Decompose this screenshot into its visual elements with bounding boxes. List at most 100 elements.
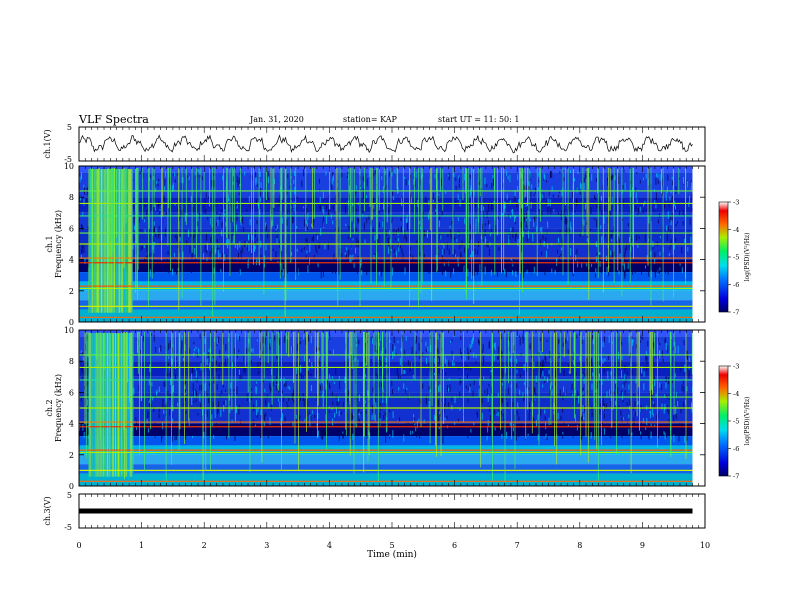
spectrogram-texel xyxy=(194,248,196,255)
spectrogram-texel xyxy=(400,245,401,249)
spectrogram-texel xyxy=(227,357,229,362)
spectrogram-texel xyxy=(533,266,535,274)
spectrogram-texel xyxy=(225,254,227,260)
spectrogram-texel xyxy=(87,399,88,406)
spectrogram-texel xyxy=(147,412,149,419)
spectrogram-texel xyxy=(373,170,375,177)
spectrogram-texel xyxy=(654,424,655,427)
spectrogram-texel xyxy=(412,430,414,434)
burst-streak xyxy=(107,333,108,477)
spectrogram-texel xyxy=(175,374,177,379)
spectrogram-texel xyxy=(257,408,259,413)
spectrogram-texel xyxy=(479,264,481,272)
spectrogram-texel xyxy=(669,216,671,223)
spectrogram-texel xyxy=(560,210,562,217)
ch1-ytick-label: 6 xyxy=(69,224,74,233)
spectrogram-texel xyxy=(560,214,562,221)
spectrogram-texel xyxy=(311,362,313,369)
spectrogram-texel xyxy=(539,362,541,370)
spectrogram-texel xyxy=(325,414,327,423)
spectrogram-texel xyxy=(575,414,576,422)
spectrogram-texel xyxy=(668,203,670,208)
spectrogram-texel xyxy=(152,242,154,250)
spectrogram-texel xyxy=(299,415,301,418)
spectrogram-texel xyxy=(203,352,205,356)
spectrogram-texel xyxy=(163,186,165,190)
spectrogram-texel xyxy=(535,375,537,383)
spectrogram-texel xyxy=(551,389,553,396)
spectrogram-texel xyxy=(502,258,504,262)
spectrogram-texel xyxy=(158,347,160,353)
spectrogram-texel xyxy=(337,426,339,434)
burst-streak xyxy=(105,333,106,477)
spectrogram-texel xyxy=(312,220,314,226)
spectrogram-texel xyxy=(437,348,439,353)
spectrogram-texel xyxy=(360,257,362,265)
spectrogram-texel xyxy=(484,177,486,185)
spectrogram-texel xyxy=(548,417,550,426)
spectrogram-texel xyxy=(352,238,354,241)
spectrogram-texel xyxy=(230,215,232,223)
spectrogram-texel xyxy=(317,430,319,437)
spectrogram-texel xyxy=(665,376,667,383)
spectrogram-texel xyxy=(659,213,660,217)
spectrogram-texel xyxy=(392,191,393,196)
spectrogram-texel xyxy=(394,169,396,174)
spectrogram-texel xyxy=(484,266,486,275)
spectrogram-texel xyxy=(592,372,594,377)
spectrogram-texel xyxy=(272,195,274,204)
ch1-spectrogram-label: ch.1 xyxy=(45,235,54,252)
spectrogram-texel xyxy=(484,390,486,393)
spectrogram-texel xyxy=(345,223,347,227)
spectrogram-texel xyxy=(501,434,503,439)
spectrogram-texel xyxy=(302,206,304,209)
spectrogram-texel xyxy=(449,384,451,392)
spectrogram-texel xyxy=(531,354,533,359)
spectrogram-texel xyxy=(512,401,514,408)
spectrogram-texel xyxy=(219,216,221,221)
burst-streak xyxy=(119,333,121,477)
spectrogram-texel xyxy=(345,254,347,259)
burst-streak xyxy=(125,333,126,477)
burst-streak xyxy=(111,169,112,313)
spectrogram-texel xyxy=(618,405,620,408)
spectrogram-texel xyxy=(275,228,277,232)
spectrogram-texel xyxy=(406,422,408,425)
spectrogram-texel xyxy=(437,400,439,407)
spectrogram-texel xyxy=(541,369,543,374)
spectrogram-texel xyxy=(517,239,519,246)
spectrogram-texel xyxy=(297,264,299,273)
spectrogram-texel xyxy=(446,359,448,367)
spectrogram-texel xyxy=(665,191,667,199)
spectrogram-texel xyxy=(489,249,490,256)
spectrogram-texel xyxy=(506,402,508,407)
spectrogram-texel xyxy=(691,208,693,212)
spectrogram-texel xyxy=(208,196,210,199)
spectrogram-texel xyxy=(486,388,488,396)
spectrogram-texel xyxy=(379,420,381,427)
spectrogram-texel xyxy=(194,426,196,431)
spectrogram-texel xyxy=(273,207,275,210)
spectrogram-texel xyxy=(305,238,307,242)
spectrogram-texel xyxy=(382,219,384,228)
spectrogram-band xyxy=(79,464,693,474)
spectrogram-texel xyxy=(558,194,559,198)
burst-streak xyxy=(119,169,121,313)
spectrogram-texel xyxy=(596,381,598,389)
spectrogram-texel xyxy=(282,390,283,395)
spectrogram-texel xyxy=(675,205,676,210)
spectrogram-texel xyxy=(512,270,514,276)
spectrogram-texel xyxy=(368,170,370,178)
spectrogram-texel xyxy=(184,213,186,222)
spectrogram-texel xyxy=(245,264,247,267)
spectrogram-texel xyxy=(562,408,564,413)
spectrogram-texel xyxy=(502,397,504,404)
time-tick-label: 7 xyxy=(515,541,520,550)
spectrogram-texel xyxy=(670,229,672,234)
burst-streak xyxy=(102,333,104,477)
spectrogram-texel xyxy=(683,177,684,184)
spectrogram-texel xyxy=(149,402,151,408)
spectrogram-texel xyxy=(485,239,487,244)
spectrogram-texel xyxy=(416,335,417,343)
spectrogram-texel xyxy=(149,364,151,372)
